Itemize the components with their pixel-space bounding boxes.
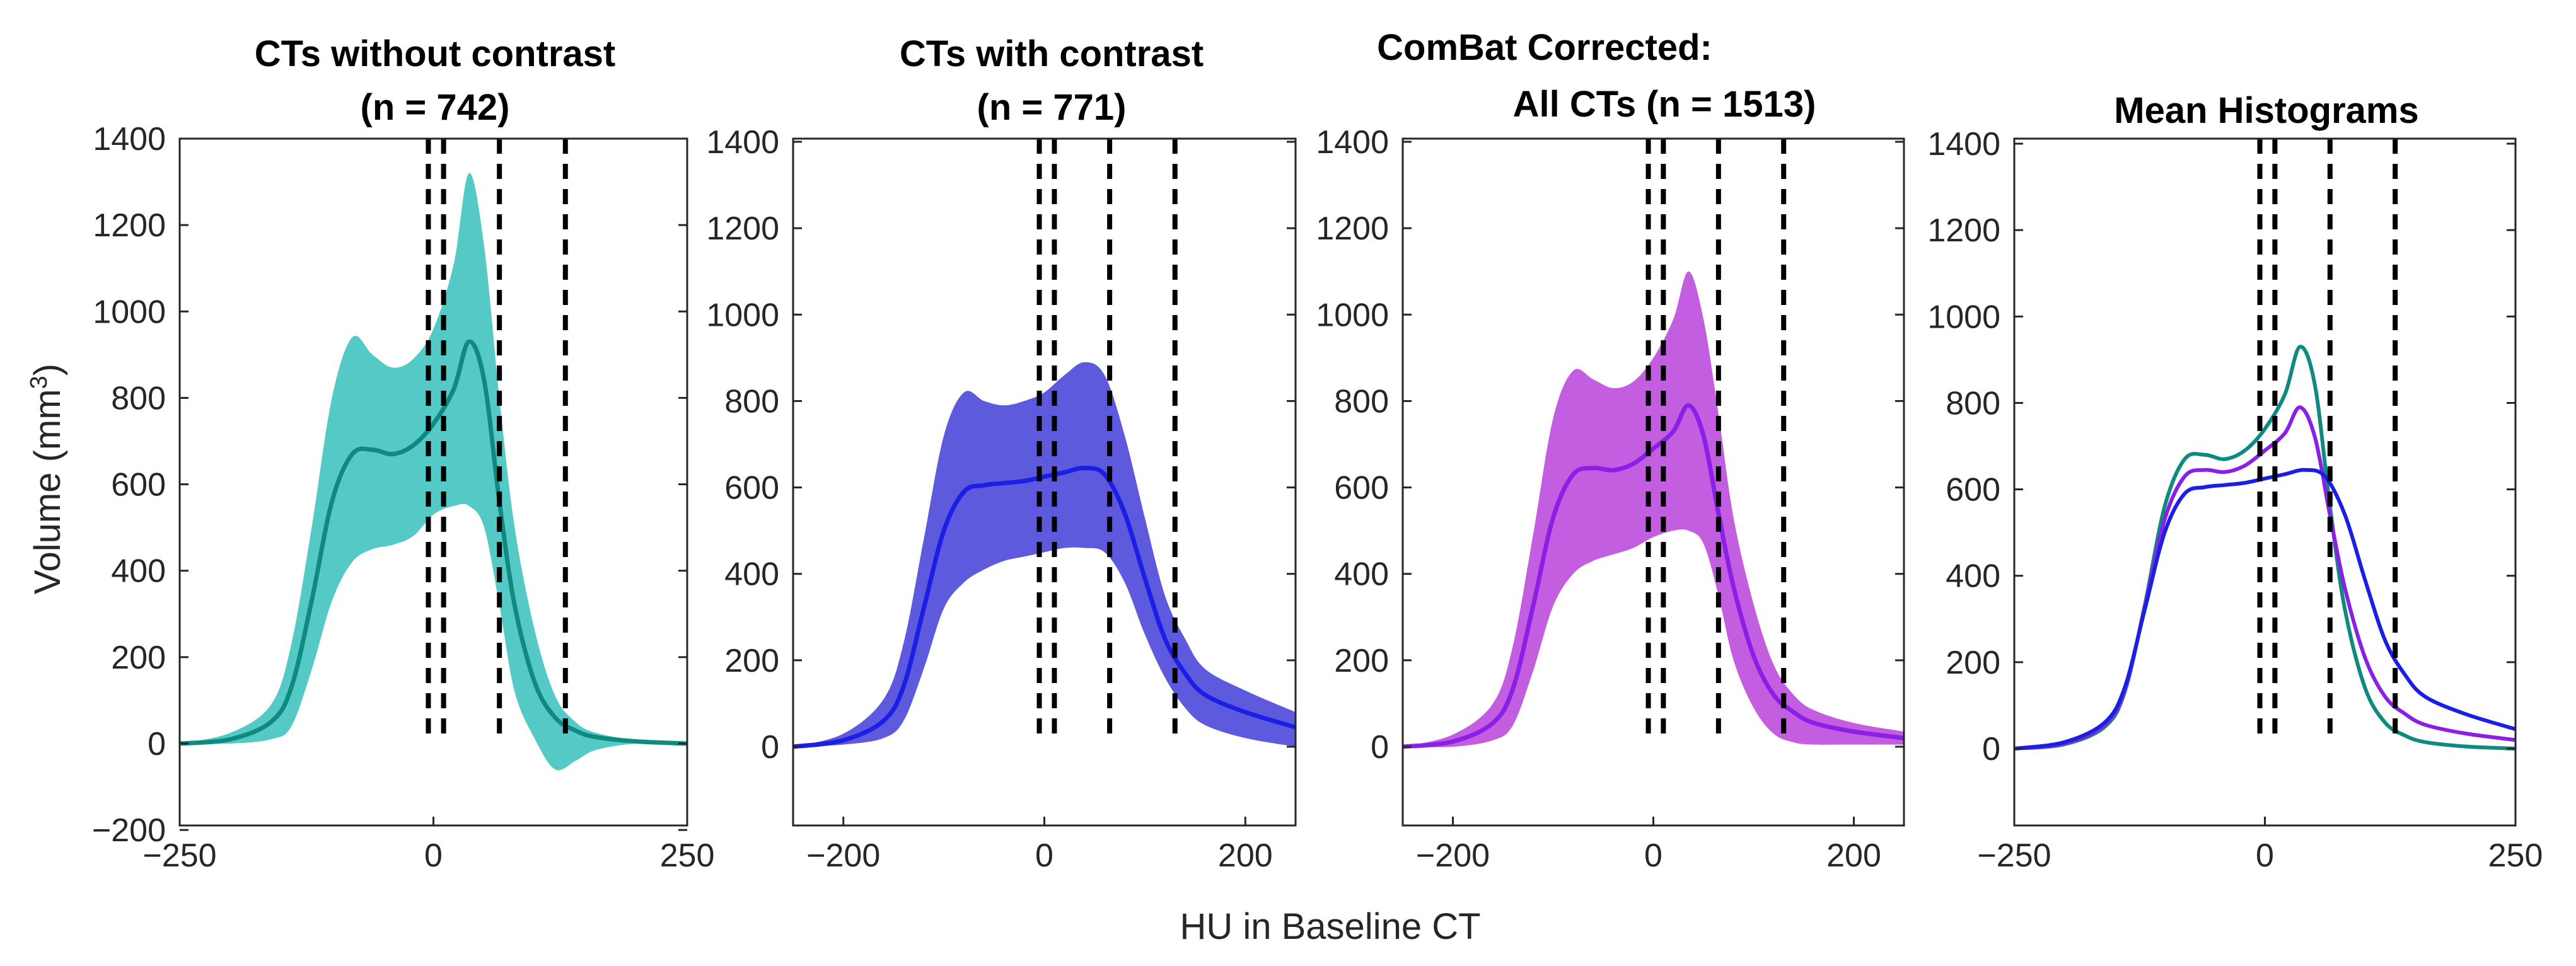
panel-4-ytick-label-2: 200 — [1946, 645, 2000, 681]
panel-4-ytick-label-4: 600 — [1946, 472, 2000, 509]
panel-1-std-band — [180, 173, 687, 771]
panel-3-ytick-label-3: 400 — [1334, 556, 1389, 593]
y-axis-label-main: Volume (mm — [27, 389, 68, 594]
y-axis-label: Volume (mm3) — [26, 364, 68, 594]
panel-2-xtick-label-3: 200 — [1218, 837, 1273, 874]
panel-4-frame — [2013, 137, 2517, 827]
panel-1-mean-line — [180, 339, 687, 746]
panel-4-line-1 — [2014, 345, 2515, 750]
panel-3-title-line2: All CTs (n = 1513) — [1513, 84, 1816, 125]
panel-2-title-line2: (n = 771) — [977, 87, 1127, 128]
panel-2-std-band — [793, 362, 1296, 747]
panel-1-title-line2: (n = 742) — [361, 87, 510, 128]
panel-1-ytick-label-2: 0 — [148, 726, 166, 762]
panel-3-title-line1: ComBat Corrected: — [1377, 27, 1712, 68]
panel-3-ytick-label-1: 0 — [1371, 729, 1389, 766]
y-axis-label-close: ) — [27, 364, 68, 376]
panel-4-ytick-label-7: 1200 — [1927, 212, 2000, 249]
panel-2-ytick-label-8: 1400 — [706, 124, 779, 161]
panel-1-ytick-label-5: 600 — [111, 467, 166, 503]
panel-4-ytick-label-5: 800 — [1946, 385, 2000, 422]
panel-3-ytick-label-6: 1000 — [1316, 297, 1389, 333]
panel-2-ytick-label-6: 1000 — [706, 297, 779, 333]
panel-3-xtick-label-2: 0 — [1644, 837, 1662, 874]
panel-4-ytick-label-6: 1000 — [1927, 299, 2000, 335]
panel-3-mean-line — [1403, 403, 1904, 749]
panel-3-std-band — [1403, 271, 1904, 747]
panel-2-ytick-label-4: 600 — [724, 470, 779, 507]
panel-4-xtick-label-3: 250 — [2488, 837, 2543, 874]
panel-1-ytick-label-6: 800 — [111, 380, 166, 417]
panel-4-title-line1: Mean Histograms — [2114, 90, 2418, 131]
panel-1-ytick-label-7: 1000 — [93, 294, 166, 330]
panel-4-ytick-label-1: 0 — [1982, 731, 2000, 768]
panel-4-xtick-label-1: −250 — [1977, 837, 2051, 874]
panel-1-xtick-label-1: −250 — [142, 837, 216, 874]
panel-3-ytick-label-7: 1200 — [1316, 210, 1389, 247]
panel-1-xtick-label-2: 0 — [424, 837, 443, 874]
panel-2-mean-line — [793, 466, 1296, 749]
panel-1-ytick-label-1: −200 — [92, 812, 166, 849]
panel-1-ytick-label-8: 1200 — [93, 207, 166, 244]
panel-4-line-3 — [2014, 405, 2515, 750]
panel-2-xtick-label-2: 0 — [1035, 837, 1053, 874]
panel-2-ytick-label-7: 1200 — [706, 210, 779, 247]
panel-2-ytick-label-2: 200 — [724, 643, 779, 679]
panel-4-xtick-label-2: 0 — [2256, 837, 2274, 874]
panel-3-ytick-label-5: 800 — [1334, 383, 1389, 420]
panel-3-xtick-label-3: 200 — [1826, 837, 1881, 874]
x-axis-label: HU in Baseline CT — [1180, 906, 1480, 947]
panel-1-title-line1: CTs without contrast — [255, 33, 615, 74]
panel-4-line-2 — [2014, 468, 2515, 750]
panel-1-xtick-label-3: 250 — [660, 837, 715, 874]
y-axis-label-sup: 3 — [26, 376, 52, 389]
panel-2-xtick-label-1: −200 — [806, 837, 880, 874]
panel-2-ytick-label-5: 800 — [724, 383, 779, 420]
panel-3-ytick-label-4: 600 — [1334, 470, 1389, 507]
panel-3-xtick-label-1: −200 — [1416, 837, 1490, 874]
panel-2-title-line1: CTs with contrast — [900, 33, 1204, 74]
panel-1-ytick-label-9: 1400 — [93, 121, 166, 158]
panel-4-ytick-label-8: 1400 — [1927, 126, 2000, 163]
panel-2-ytick-label-3: 400 — [724, 556, 779, 593]
panel-1-ytick-label-3: 200 — [111, 640, 166, 676]
panel-2-ytick-label-1: 0 — [761, 729, 779, 766]
panel-3-ytick-label-2: 200 — [1334, 643, 1389, 679]
panel-4-ytick-label-3: 400 — [1946, 558, 2000, 595]
panel-1-ytick-label-4: 400 — [111, 553, 166, 590]
panel-3-ytick-label-8: 1400 — [1316, 124, 1389, 161]
